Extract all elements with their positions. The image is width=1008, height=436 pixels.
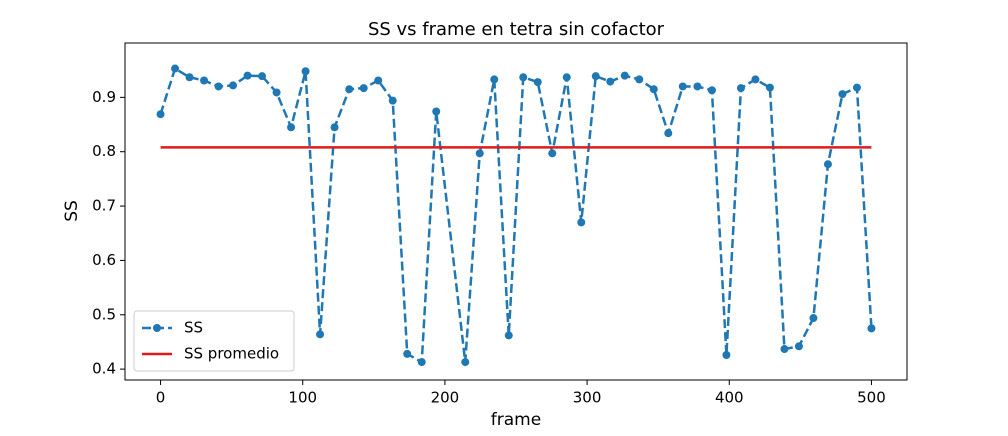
plot-frame	[124, 42, 908, 381]
data-point	[316, 330, 325, 339]
legend: SS SS promedio	[133, 310, 295, 372]
data-point	[171, 64, 180, 73]
x-tick-label: 100	[288, 389, 317, 407]
data-point	[664, 129, 673, 138]
y-tick-label: 0.9	[92, 88, 116, 106]
x-tick-label: 400	[715, 389, 744, 407]
data-point	[200, 76, 209, 85]
data-point	[533, 78, 542, 87]
data-point	[214, 82, 223, 91]
x-tick-label: 500	[857, 389, 886, 407]
data-point	[577, 218, 586, 227]
chart-title: SS vs frame en tetra sin cofactor	[368, 19, 665, 40]
data-point	[548, 149, 557, 158]
data-point	[707, 86, 716, 95]
data-point	[678, 82, 687, 91]
data-point	[751, 75, 760, 84]
legend-label: SS promedio	[184, 345, 279, 363]
data-point	[330, 123, 339, 132]
data-point	[606, 77, 615, 86]
y-tick-label: 0.8	[92, 142, 116, 160]
data-point	[693, 82, 702, 91]
data-point	[490, 75, 499, 84]
data-point	[287, 123, 296, 132]
data-point	[780, 345, 789, 354]
data-point	[519, 73, 528, 82]
data-point	[359, 84, 368, 93]
data-point	[867, 324, 876, 333]
data-point	[432, 107, 441, 116]
data-point	[345, 85, 354, 94]
data-point	[403, 349, 412, 358]
x-axis-label: frame	[491, 410, 541, 430]
data-point	[823, 160, 832, 169]
x-tick-label: 0	[156, 389, 166, 407]
x-tick-label: 200	[431, 389, 460, 407]
data-point	[620, 71, 629, 80]
data-point	[461, 358, 470, 367]
data-point	[243, 71, 252, 80]
data-point	[388, 96, 397, 105]
y-tick-label: 0.5	[92, 305, 116, 323]
data-point	[417, 358, 426, 367]
data-point	[736, 84, 745, 93]
x-tick-label: 300	[573, 389, 602, 407]
data-point	[591, 72, 600, 81]
y-tick-label: 0.7	[92, 197, 116, 215]
data-point	[229, 81, 238, 90]
legend-label: SS	[184, 319, 203, 337]
data-point	[156, 110, 165, 119]
data-point	[562, 73, 571, 82]
data-point	[475, 149, 484, 158]
data-point	[838, 90, 847, 99]
legend-marker	[153, 324, 161, 332]
data-point	[852, 83, 861, 92]
data-point	[809, 314, 818, 323]
data-point	[374, 76, 383, 85]
y-tick-label: 0.4	[92, 360, 116, 378]
legend-box	[133, 310, 295, 372]
y-tick-label: 0.6	[92, 251, 116, 269]
data-point	[272, 88, 281, 97]
data-point	[258, 72, 267, 81]
data-point	[722, 350, 731, 359]
data-point	[185, 73, 194, 82]
data-point	[301, 67, 310, 76]
data-point	[635, 75, 644, 84]
y-axis-label: SS	[62, 200, 82, 222]
data-point	[765, 83, 774, 92]
data-point	[794, 342, 803, 351]
data-point	[649, 85, 658, 94]
data-point	[504, 331, 513, 340]
